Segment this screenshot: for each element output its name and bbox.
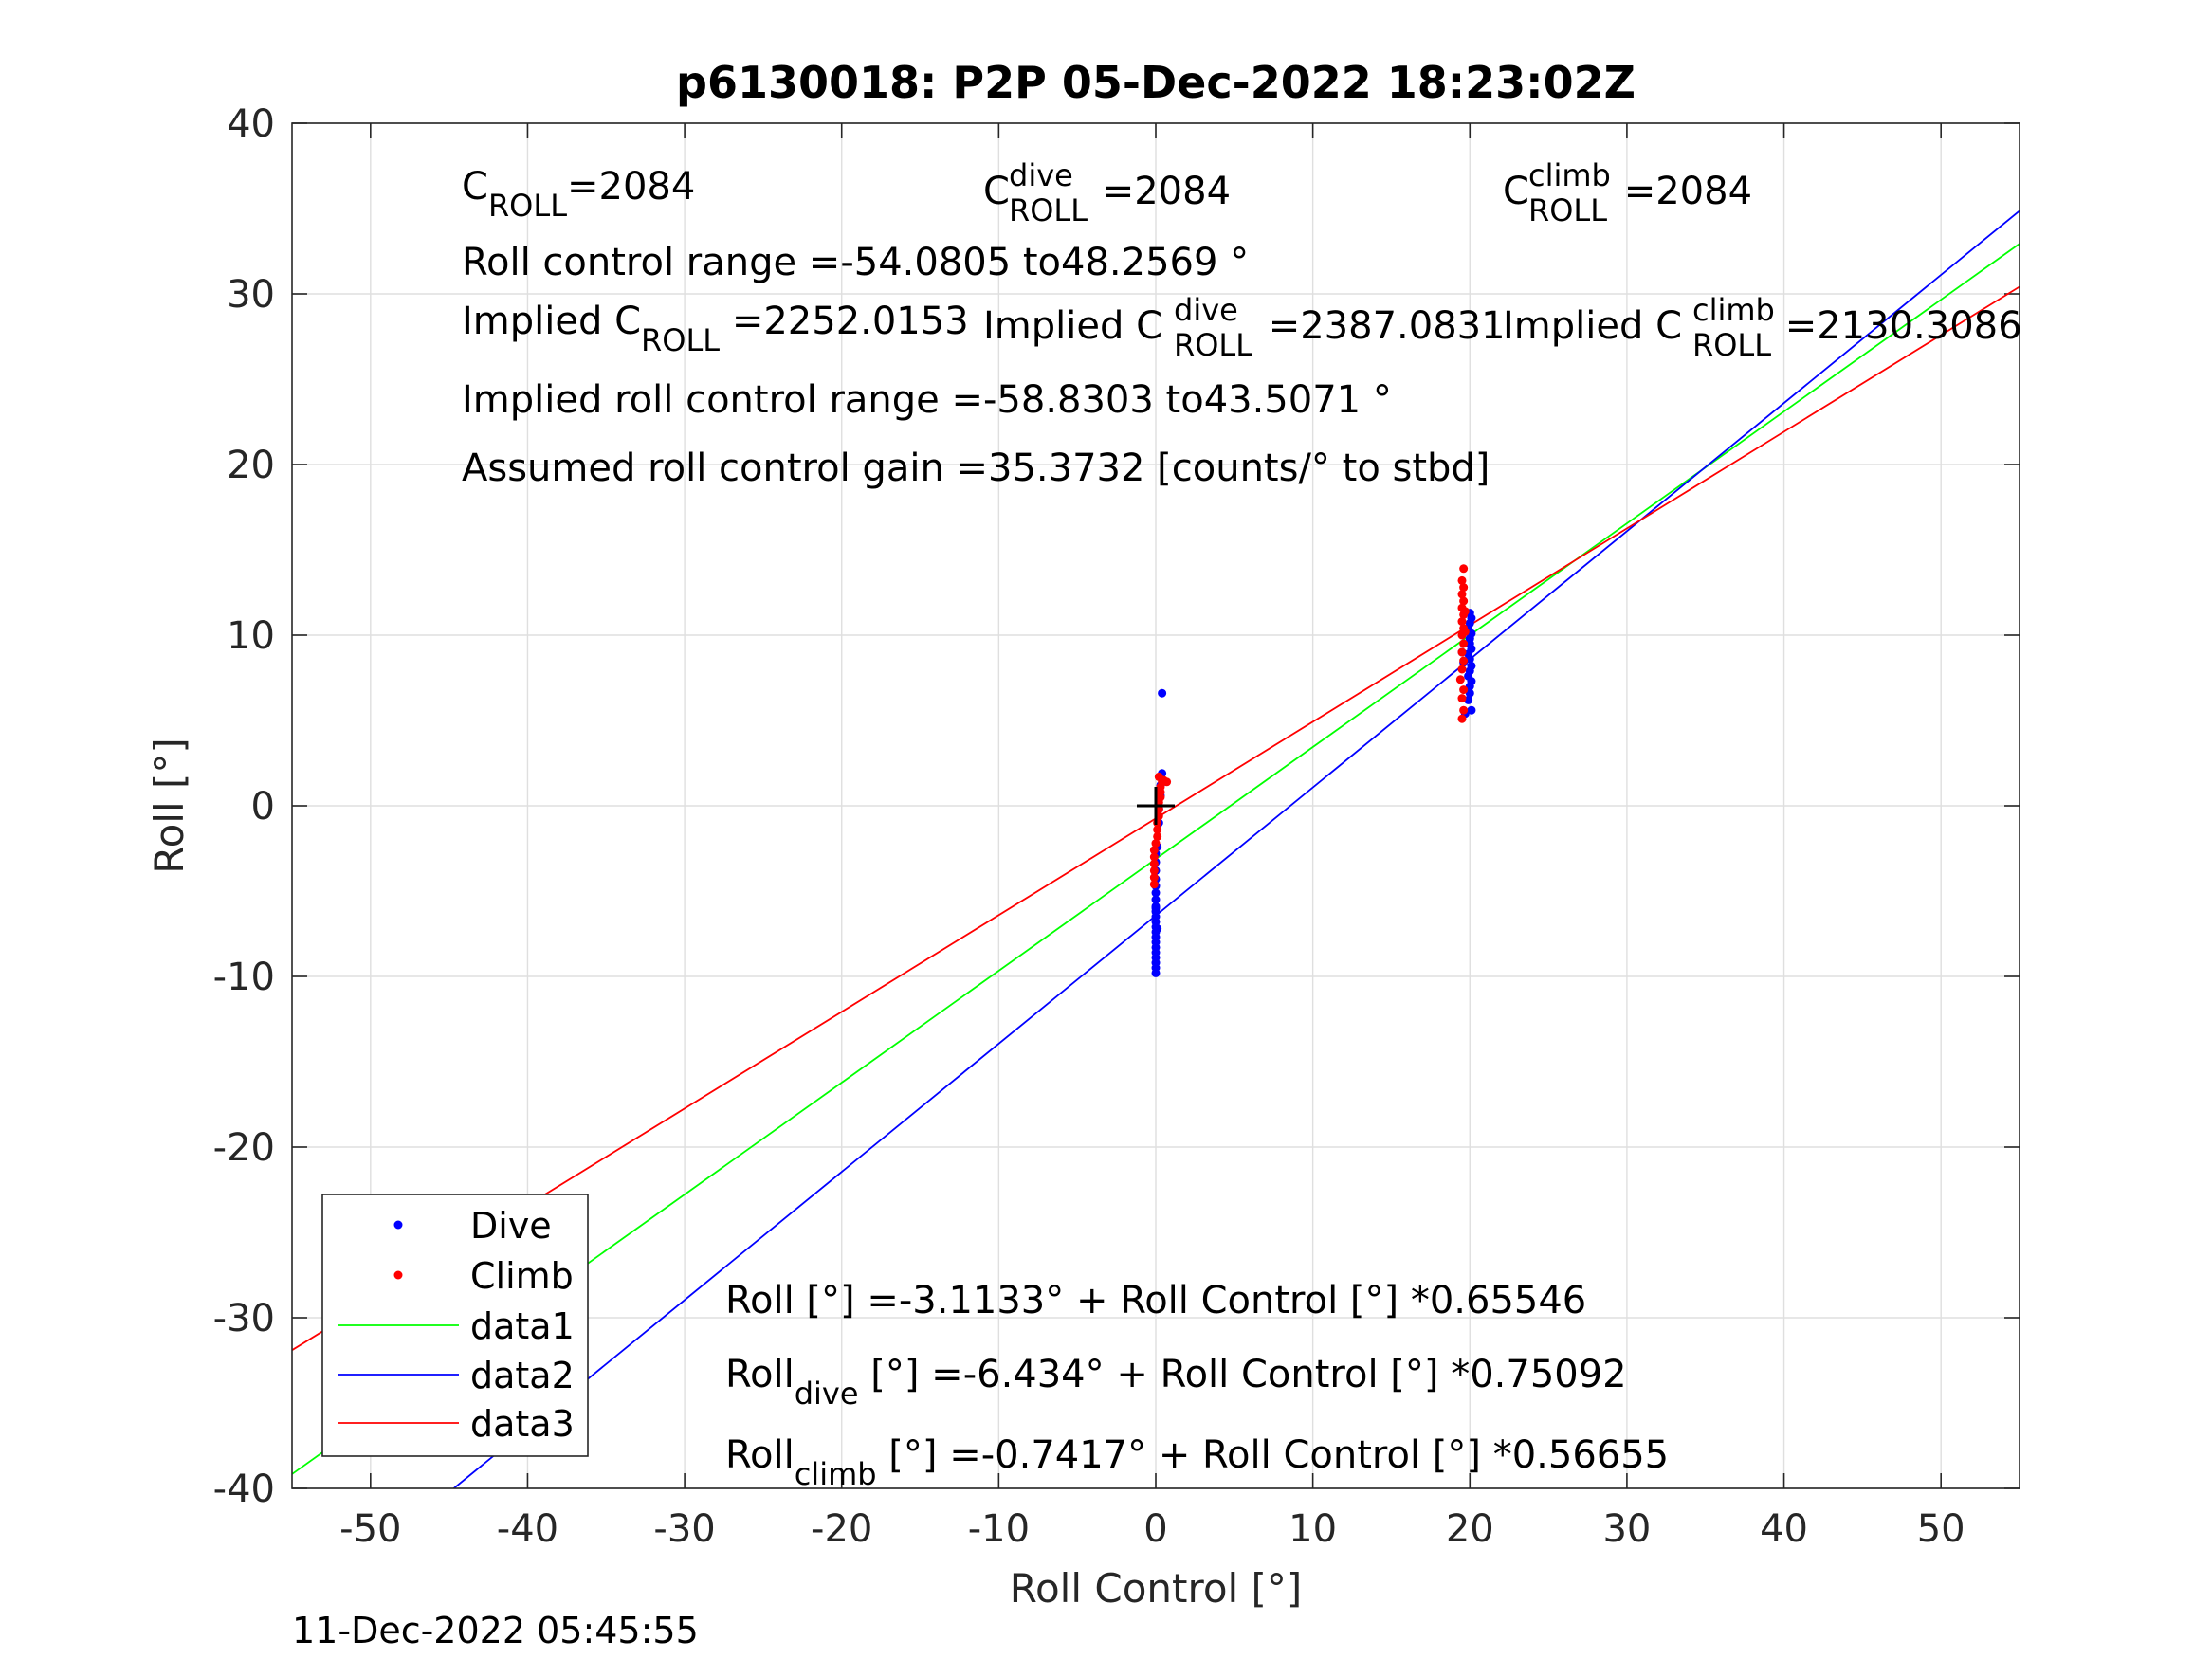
point-climb — [1151, 839, 1161, 848]
tick-labels: -50 -40 -30 -20 -10 0 10 20 30 40 50 -40 -30 -20 -10 0 1… — [213, 102, 1965, 1551]
equation-climb: Rollclimb [°] =-0.7417° + Roll Control [… — [725, 1433, 1669, 1492]
point-climb — [1149, 866, 1159, 875]
x-tick-label: 0 — [1143, 1507, 1167, 1551]
legend-label-dive: Dive — [470, 1205, 552, 1247]
x-tick-label: 20 — [1446, 1507, 1494, 1551]
point-climb — [1149, 880, 1159, 889]
point-dive — [1465, 688, 1474, 698]
point-dive — [1151, 888, 1161, 898]
plot-frame — [291, 122, 2020, 1489]
equation-all: Roll [°] =-3.1133° + Roll Control [°] *0… — [725, 1279, 1586, 1322]
point-climb — [1149, 859, 1159, 868]
point-dive — [1158, 688, 1167, 698]
point-dive — [1153, 924, 1162, 934]
point-climb — [1162, 777, 1172, 787]
legend-label-data3: data3 — [470, 1403, 575, 1445]
legend-label-climb: Climb — [470, 1255, 574, 1297]
point-climb — [1149, 852, 1159, 862]
point-climb — [1457, 714, 1467, 723]
point-dive — [1467, 705, 1476, 715]
legend-marker-climb — [393, 1270, 403, 1280]
point-climb — [1149, 873, 1159, 883]
timestamp: 11-Dec-2022 05:45:55 — [292, 1610, 699, 1651]
point-climb — [1153, 825, 1162, 834]
y-tick-label: 20 — [227, 444, 275, 487]
point-dive — [1151, 895, 1161, 904]
y-tick-label: -40 — [213, 1468, 275, 1511]
annotation-implied-c-roll: Implied CROLL =2252.0153 — [462, 300, 969, 358]
point-dive — [1151, 903, 1161, 913]
legend-label-data1: data1 — [470, 1305, 575, 1347]
x-tick-label: 50 — [1917, 1507, 1965, 1551]
y-tick-label: 10 — [227, 614, 275, 658]
annotation-assumed-gain: Assumed roll control gain =35.3732 [coun… — [462, 447, 1490, 490]
point-climb — [1459, 596, 1469, 606]
point-climb — [1457, 694, 1467, 703]
point-climb — [1459, 656, 1469, 665]
annotations-equations: Roll [°] =-3.1133° + Roll Control [°] *0… — [725, 1279, 1669, 1492]
legend-marker-dive — [393, 1220, 403, 1230]
equation-dive: Rolldive [°] =-6.434° + Roll Control [°]… — [725, 1353, 1627, 1412]
y-tick-label: 30 — [227, 273, 275, 317]
point-climb — [1457, 665, 1467, 674]
point-climb — [1154, 772, 1163, 781]
point-climb — [1457, 575, 1467, 585]
annotation-roll-control-range: Roll control range =-54.0805 to48.2569 ° — [462, 241, 1249, 284]
y-axis-label: Roll [°] — [146, 738, 192, 873]
x-tick-label: -30 — [653, 1507, 715, 1551]
y-tick-label: 0 — [251, 785, 275, 829]
annotation-c-roll-dive: Cdive ROLL =2084 — [983, 157, 1231, 228]
point-dive — [1467, 661, 1476, 670]
x-tick-label: 30 — [1602, 1507, 1651, 1551]
y-tick-label: -20 — [213, 1126, 275, 1170]
point-climb — [1455, 675, 1465, 684]
point-climb — [1459, 564, 1469, 574]
legend-label-data2: data2 — [470, 1355, 575, 1396]
axis-ticks — [292, 122, 2020, 1489]
point-climb — [1153, 831, 1162, 841]
x-tick-label: -10 — [968, 1507, 1030, 1551]
y-tick-label: 40 — [227, 102, 275, 146]
y-tick-label: -30 — [213, 1297, 275, 1340]
point-climb — [1457, 617, 1467, 627]
annotation-c-roll-climb: Cclimb ROLL =2084 — [1503, 157, 1752, 228]
y-tick-label: -10 — [213, 956, 275, 999]
x-axis-label: Roll Control [°] — [1010, 1565, 1303, 1612]
annotations-top: CROLL=2084 Cdive ROLL =2084 Cclimb ROLL =2… — [462, 157, 2022, 490]
point-climb — [1457, 590, 1467, 599]
point-climb — [1459, 705, 1469, 715]
annotation-c-roll: CROLL=2084 — [462, 165, 695, 224]
x-tick-label: 40 — [1760, 1507, 1808, 1551]
point-climb — [1149, 846, 1159, 855]
x-tick-label: -20 — [811, 1507, 872, 1551]
annotation-implied-range: Implied roll control range =-58.8303 to4… — [462, 378, 1392, 422]
point-climb — [1457, 647, 1467, 657]
x-tick-label: -50 — [339, 1507, 401, 1551]
point-climb — [1460, 627, 1470, 636]
chart-title: p6130018: P2P 05-Dec-2022 18:23:02Z — [676, 57, 1636, 108]
point-climb — [1459, 639, 1469, 648]
x-tick-label: 10 — [1289, 1507, 1337, 1551]
legend: Dive Climb data1 data2 data3 — [321, 1194, 589, 1457]
x-tick-label: -40 — [497, 1507, 558, 1551]
point-climb — [1459, 583, 1469, 592]
point-climb — [1460, 607, 1470, 616]
point-climb — [1459, 685, 1469, 695]
